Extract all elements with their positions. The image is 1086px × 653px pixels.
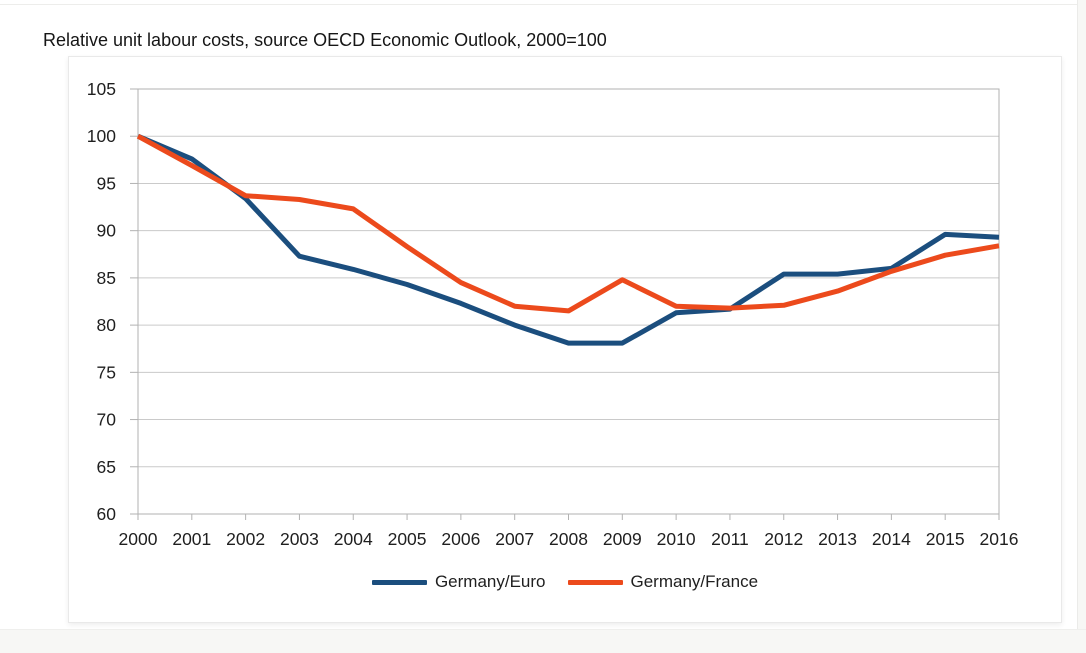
y-tick-label: 80 xyxy=(97,315,117,335)
legend-item-germany-france: Germany/France xyxy=(567,572,759,592)
x-tick-label: 2011 xyxy=(711,529,749,549)
series-line-germany-france xyxy=(136,134,1000,314)
y-tick-label: 95 xyxy=(97,173,116,193)
x-tick-label: 2002 xyxy=(226,529,265,549)
x-tick-label: 2004 xyxy=(334,529,373,549)
plot-border xyxy=(137,88,1000,515)
page-top-divider xyxy=(0,4,1078,5)
chart-title: Relative unit labour costs, source OECD … xyxy=(43,30,607,50)
y-tick-label: 85 xyxy=(97,268,116,288)
y-tick-label: 75 xyxy=(97,362,116,382)
x-tick-label: 2009 xyxy=(603,529,642,549)
x-tick-label: 2006 xyxy=(441,529,480,549)
x-tick-label: 2003 xyxy=(280,529,319,549)
legend-label-germany-france: Germany/France xyxy=(630,572,759,591)
x-tick-label: 2013 xyxy=(818,529,857,549)
y-tick-label: 90 xyxy=(97,221,117,241)
x-tick-label: 2007 xyxy=(495,529,534,549)
x-tick-label: 2010 xyxy=(657,529,696,549)
legend-swatch-germany-france xyxy=(567,579,623,585)
y-tick-label: 65 xyxy=(97,457,116,477)
line-chart: 60 65 70 75 80 85 90 95 100 105 2000 2001 2002 2003 20… xyxy=(87,79,1019,549)
y-tick-label: 60 xyxy=(97,504,117,524)
page-bottom-gutter xyxy=(0,629,1086,653)
y-tick-label: 70 xyxy=(97,410,117,430)
x-tick-label: 2016 xyxy=(980,529,1019,549)
chart-legend: Germany/Euro Germany/France xyxy=(69,571,1061,593)
x-tick-label: 2000 xyxy=(119,529,158,549)
page-right-gutter xyxy=(1077,0,1086,652)
series-line-germany-euro xyxy=(137,133,1000,346)
x-tick-label: 2015 xyxy=(926,529,965,549)
y-tick-label: 105 xyxy=(87,79,116,99)
x-tick-label: 2008 xyxy=(549,529,588,549)
y-tick-label: 100 xyxy=(87,126,116,146)
chart-panel: 60 65 70 75 80 85 90 95 100 105 2000 2001 2002 2003 20… xyxy=(68,56,1062,623)
x-tick-label: 2012 xyxy=(764,529,803,549)
legend-swatch-germany-euro xyxy=(371,579,427,585)
x-tick-label: 2005 xyxy=(388,529,427,549)
x-tick-label: 2001 xyxy=(172,529,211,549)
legend-label-germany-euro: Germany/Euro xyxy=(434,572,546,591)
legend-item-germany-euro: Germany/Euro xyxy=(371,572,546,592)
x-tick-label: 2014 xyxy=(872,529,911,549)
